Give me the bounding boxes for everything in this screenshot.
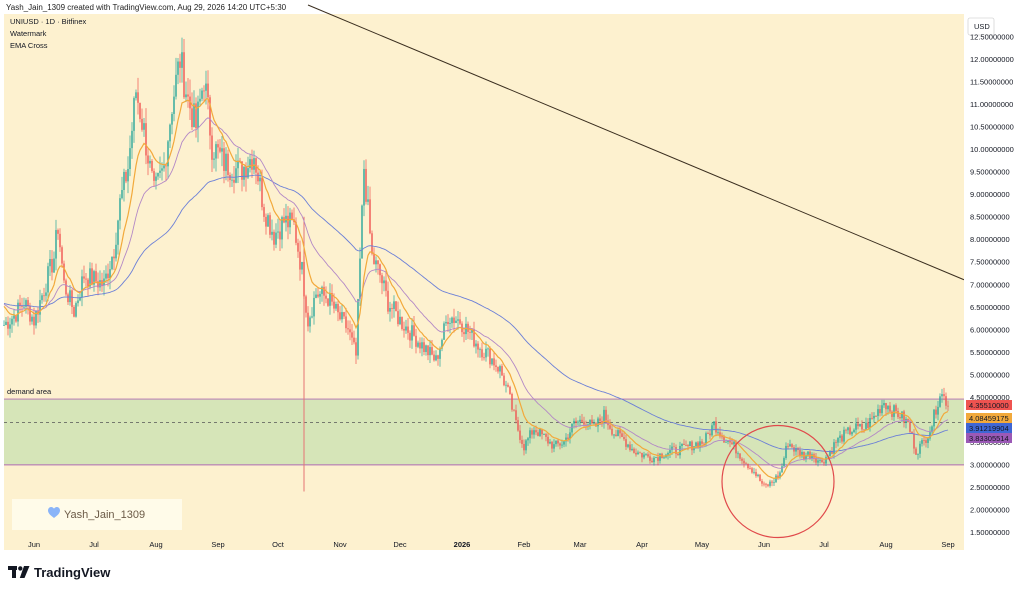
price-tick-label: 3.00000000 bbox=[970, 460, 1010, 469]
price-tick-label: 8.00000000 bbox=[970, 235, 1010, 244]
demand-area-zone bbox=[4, 399, 964, 465]
time-tick-label: Nov bbox=[333, 540, 347, 549]
price-tick-label: 2.50000000 bbox=[970, 483, 1010, 492]
price-tick-label: 10.50000000 bbox=[970, 123, 1014, 132]
time-tick-label: Mar bbox=[574, 540, 587, 549]
price-label-text: 4.35510000 bbox=[969, 401, 1009, 410]
price-axis[interactable]: USD 1.50000000 2.00000000 2.50000000 3.0000… bbox=[964, 14, 1024, 550]
descending-trendline bbox=[307, 4, 965, 281]
price-axis-ticks: 1.50000000 2.00000000 2.50000000 3.00000000… bbox=[970, 33, 1014, 537]
time-tick-label: Jul bbox=[819, 540, 829, 549]
time-tick-label: Oct bbox=[272, 540, 285, 549]
time-tick-label: Jun bbox=[758, 540, 770, 549]
chart-legend: UNIUSD · 1D · Bitfinex Watermark EMA Cro… bbox=[10, 17, 87, 50]
price-label-box bbox=[966, 400, 1012, 410]
price-label-box bbox=[966, 423, 1012, 433]
price-label-text: 3.83305514 bbox=[969, 434, 1009, 443]
time-tick-label: Sep bbox=[211, 540, 224, 549]
time-tick-label: Aug bbox=[879, 540, 892, 549]
chart-header-created-by: Yash_Jain_1309 created with TradingView.… bbox=[6, 3, 287, 12]
ema-fast-line bbox=[3, 98, 949, 480]
time-tick-label: Jul bbox=[89, 540, 99, 549]
demand-area-label: demand area bbox=[7, 387, 52, 396]
ema-slow-line bbox=[3, 174, 949, 452]
price-tick-label: 11.00000000 bbox=[970, 100, 1013, 109]
time-axis-ticks: Jun Jul Aug Sep Oct Nov Dec 2026 Feb Mar Apr May Jun… bbox=[28, 540, 955, 549]
price-tick-label: 7.00000000 bbox=[970, 280, 1010, 289]
time-tick-label: Apr bbox=[636, 540, 648, 549]
price-label-box bbox=[966, 413, 1012, 423]
time-tick-label: Dec bbox=[393, 540, 407, 549]
price-tick-label: 10.00000000 bbox=[970, 145, 1014, 154]
watermark-background bbox=[12, 499, 182, 530]
currency-button[interactable] bbox=[967, 17, 995, 36]
price-tick-label: 9.50000000 bbox=[970, 168, 1010, 177]
price-label-box bbox=[966, 433, 1012, 443]
price-tick-label: 12.50000000 bbox=[970, 33, 1014, 42]
time-tick-label: May bbox=[695, 540, 709, 549]
legend-symbol: UNIUSD · 1D · Bitfinex bbox=[10, 17, 87, 26]
time-tick-label: Jun bbox=[28, 540, 40, 549]
price-tick-label: 8.50000000 bbox=[970, 213, 1010, 222]
price-tick-label: 12.00000000 bbox=[970, 55, 1014, 64]
price-axis-background bbox=[964, 14, 1024, 550]
price-tick-label: 2.00000000 bbox=[970, 505, 1010, 514]
plot-background bbox=[4, 14, 964, 550]
time-axis[interactable]: Jun Jul Aug Sep Oct Nov Dec 2026 Feb Mar Apr May Jun… bbox=[4, 540, 964, 556]
ema-mid-line bbox=[3, 117, 949, 469]
price-tick-label: 5.50000000 bbox=[970, 348, 1010, 357]
price-tick-label: 7.50000000 bbox=[970, 258, 1010, 267]
currency-label: USD bbox=[974, 22, 990, 31]
price-tick-label: 1.50000000 bbox=[970, 528, 1010, 537]
heart-icon bbox=[48, 507, 60, 518]
price-tick-label: 4.50000000 bbox=[970, 393, 1010, 402]
watermark-box: Yash_Jain_1309 bbox=[12, 499, 182, 530]
legend-indicator-ema-cross: EMA Cross bbox=[10, 41, 48, 50]
watermark-text: Yash_Jain_1309 bbox=[64, 509, 145, 521]
time-tick-label: Aug bbox=[149, 540, 162, 549]
time-tick-label: 2026 bbox=[454, 540, 471, 549]
circle-annotation bbox=[721, 424, 835, 539]
price-tick-label: 11.50000000 bbox=[970, 78, 1013, 87]
price-label-text: 3.91219904 bbox=[969, 424, 1009, 433]
time-tick-label: Feb bbox=[518, 540, 531, 549]
price-tick-label: 5.00000000 bbox=[970, 370, 1010, 379]
time-tick-label: Sep bbox=[941, 540, 954, 549]
tradingview-logo-icon bbox=[8, 565, 30, 578]
price-tick-label: 6.00000000 bbox=[970, 325, 1010, 334]
price-tick-label: 9.00000000 bbox=[970, 190, 1010, 199]
price-tick-label: 6.50000000 bbox=[970, 303, 1010, 312]
tradingview-brand: TradingView bbox=[8, 562, 110, 582]
legend-indicator-watermark: Watermark bbox=[10, 29, 47, 38]
price-label-text: 4.08459175 bbox=[969, 414, 1009, 423]
tradingview-wordmark: TradingView bbox=[34, 564, 111, 580]
time-axis-background bbox=[4, 550, 964, 556]
